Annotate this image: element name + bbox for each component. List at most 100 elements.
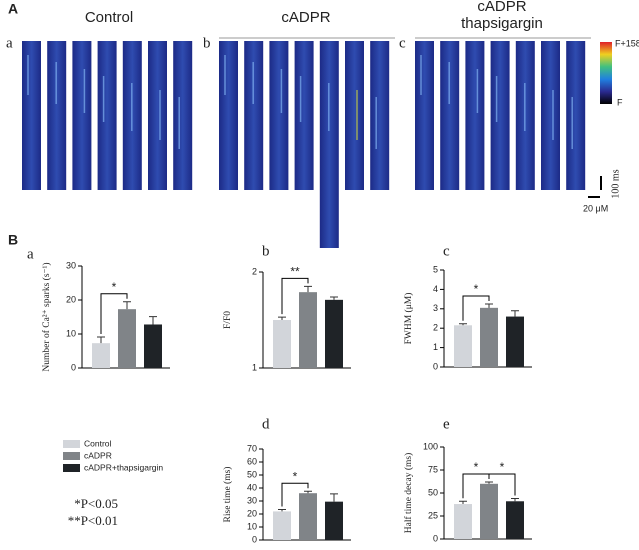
bar bbox=[454, 504, 472, 539]
image-label: a bbox=[6, 35, 13, 51]
error-bar bbox=[97, 336, 105, 344]
significance-label: * bbox=[112, 280, 117, 294]
image-title: Control bbox=[85, 9, 133, 26]
y-tick-label: 70 bbox=[247, 443, 257, 453]
y-tick-label: 1 bbox=[433, 342, 438, 352]
image-label: b bbox=[203, 35, 211, 51]
error-bar bbox=[149, 316, 157, 325]
significance-label: * bbox=[293, 469, 298, 483]
line-scan-image bbox=[72, 41, 92, 190]
bar bbox=[480, 483, 498, 539]
bar bbox=[325, 299, 343, 368]
y-tick-label: 60 bbox=[247, 456, 257, 466]
legend-swatch bbox=[63, 440, 80, 448]
error-bar bbox=[304, 490, 312, 494]
significance-bracket bbox=[100, 293, 128, 335]
scale-label: 20 μM bbox=[583, 203, 608, 213]
y-tick-label: 3 bbox=[433, 303, 438, 313]
bar bbox=[325, 501, 343, 540]
y-tick-label: 30 bbox=[247, 495, 257, 505]
panel-label: A bbox=[8, 1, 18, 17]
bar bbox=[273, 511, 291, 540]
y-tick-label: 4 bbox=[433, 284, 438, 294]
scale-label: 100 ms bbox=[610, 169, 621, 198]
line-scan-image bbox=[269, 41, 289, 190]
footnote: *P<0.05 bbox=[74, 496, 118, 511]
y-tick-label: 2 bbox=[252, 266, 257, 276]
bar bbox=[506, 501, 524, 539]
line-scan-image bbox=[47, 41, 67, 190]
y-tick-label: 20 bbox=[247, 508, 257, 518]
y-tick-label: 0 bbox=[433, 533, 438, 543]
line-scan-image bbox=[370, 41, 390, 190]
y-tick-label: 0 bbox=[433, 361, 438, 371]
bar bbox=[92, 343, 110, 368]
line-scan-image bbox=[415, 41, 434, 190]
line-scan-image bbox=[244, 41, 264, 190]
image-label: c bbox=[399, 35, 406, 51]
line-scan-image bbox=[490, 41, 510, 190]
significance-label: * bbox=[474, 460, 479, 474]
line-scan-image bbox=[294, 41, 314, 190]
y-tick-label: 10 bbox=[247, 521, 257, 531]
bar bbox=[506, 316, 524, 367]
y-axis-label: FWHM (μM) bbox=[403, 293, 414, 345]
error-bar bbox=[330, 296, 338, 300]
error-bar bbox=[330, 493, 338, 502]
y-tick-label: 100 bbox=[423, 441, 438, 451]
line-scan-image bbox=[219, 41, 238, 190]
panel-label: e bbox=[443, 416, 450, 432]
error-bar bbox=[511, 498, 519, 502]
error-bar bbox=[459, 323, 467, 326]
significance-bracket bbox=[462, 295, 490, 321]
panel-label: c bbox=[443, 243, 450, 259]
line-scan-image bbox=[541, 41, 560, 190]
line-scan-image bbox=[345, 41, 364, 190]
error-bar bbox=[278, 508, 286, 512]
significance-label: * bbox=[474, 282, 479, 296]
y-tick-label: 30 bbox=[66, 260, 76, 270]
panel-label: b bbox=[262, 243, 270, 259]
significance-bracket bbox=[281, 482, 309, 507]
legend-label: Control bbox=[84, 438, 112, 448]
line-scan-image bbox=[319, 41, 339, 248]
colorbar bbox=[600, 42, 612, 104]
bar bbox=[480, 307, 498, 367]
line-scan-image bbox=[22, 41, 41, 190]
y-tick-label: 5 bbox=[433, 264, 438, 274]
image-title: cADPR bbox=[281, 9, 330, 26]
legend-swatch bbox=[63, 452, 80, 460]
error-bar bbox=[485, 481, 493, 484]
panel-label: d bbox=[262, 416, 270, 432]
significance-label: ** bbox=[290, 265, 300, 279]
line-scan-image bbox=[566, 41, 586, 190]
bar bbox=[299, 493, 317, 540]
error-bar bbox=[278, 316, 286, 320]
significance-label: * bbox=[500, 460, 505, 474]
error-bar bbox=[304, 285, 312, 293]
y-axis-label: Number of Ca²⁺ sparks (s⁻¹) bbox=[41, 262, 52, 371]
legend-label: cADPR bbox=[84, 450, 112, 460]
legend-swatch bbox=[63, 464, 80, 472]
y-axis-label: Rise time (ms) bbox=[222, 467, 233, 523]
legend-label: cADPR+thapsigargin bbox=[84, 462, 163, 472]
line-scan-image bbox=[465, 41, 485, 190]
panel-label: a bbox=[27, 246, 34, 262]
bar bbox=[118, 309, 136, 368]
line-scan-image bbox=[173, 41, 193, 190]
y-tick-label: 1 bbox=[252, 362, 257, 372]
image-title: cADPR bbox=[477, 0, 526, 15]
y-tick-label: 2 bbox=[433, 323, 438, 333]
error-bar bbox=[511, 310, 519, 317]
image-title: thapsigargin bbox=[461, 15, 543, 32]
error-bar bbox=[485, 303, 493, 308]
line-scan-image bbox=[440, 41, 460, 190]
bar bbox=[273, 320, 291, 368]
y-tick-label: 50 bbox=[247, 469, 257, 479]
line-scan-image bbox=[148, 41, 167, 190]
footnote: **P<0.01 bbox=[68, 513, 118, 528]
y-tick-label: 0 bbox=[71, 362, 76, 372]
panel-label: B bbox=[8, 232, 18, 248]
y-tick-label: 25 bbox=[428, 510, 438, 520]
line-scan-image bbox=[97, 41, 117, 190]
